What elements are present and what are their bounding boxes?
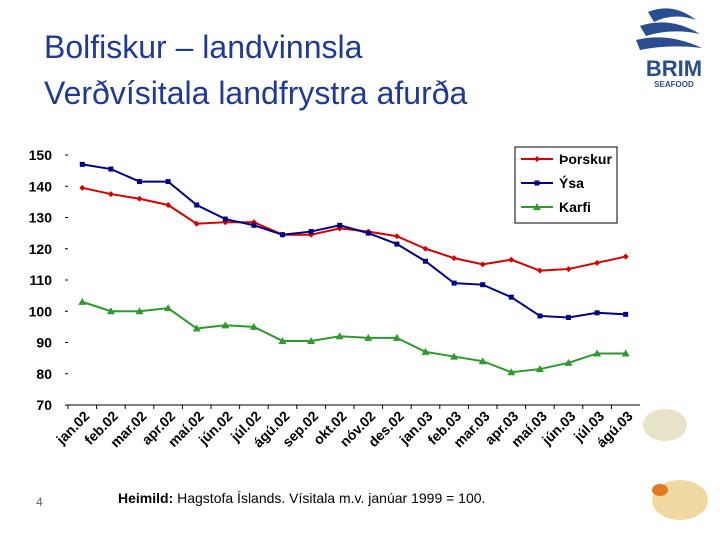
y-tick-label: 150 — [29, 147, 53, 163]
data-point — [622, 253, 629, 260]
data-point — [451, 280, 457, 286]
page-number: 4 — [36, 495, 43, 509]
title-line: Bolfiskur – landvinnsla — [44, 29, 363, 65]
data-point — [450, 352, 459, 360]
data-point — [222, 216, 228, 222]
legend-label: Ýsa — [559, 174, 584, 191]
data-point — [221, 321, 230, 329]
data-point — [78, 297, 87, 305]
data-point — [594, 259, 601, 266]
y-tick-label: 100 — [29, 303, 53, 319]
data-point — [192, 324, 201, 332]
data-point — [79, 184, 86, 191]
food-image — [643, 409, 687, 441]
series-line — [82, 163, 626, 319]
food-image — [652, 484, 668, 496]
data-point — [392, 333, 401, 341]
y-tick-label: 130 — [29, 210, 53, 226]
data-point — [251, 222, 257, 228]
legend-label: Þorskur — [559, 151, 612, 167]
data-point — [393, 233, 400, 240]
data-point — [537, 313, 543, 319]
data-point — [137, 179, 142, 185]
legend-box — [514, 146, 618, 224]
data-point — [536, 267, 543, 274]
data-point — [335, 332, 344, 340]
legend-marker — [534, 156, 540, 162]
y-tick-label: 110 — [29, 272, 52, 288]
data-point — [135, 307, 144, 315]
data-point — [565, 266, 572, 273]
data-point — [422, 245, 429, 252]
series-line — [81, 300, 626, 374]
data-point — [164, 304, 173, 312]
title-line: Verðvísitala landfrystra afurða — [44, 75, 468, 111]
logo-wave — [636, 37, 702, 50]
data-point — [593, 349, 602, 357]
data-point — [423, 258, 428, 264]
y-tick-label: 90 — [36, 335, 52, 351]
data-point — [194, 202, 200, 208]
legend-label: Karfi — [559, 199, 591, 215]
data-point — [165, 179, 171, 185]
data-point — [165, 202, 172, 208]
data-point — [106, 307, 115, 315]
legend-marker — [534, 180, 540, 186]
data-point — [480, 282, 486, 288]
data-point — [136, 195, 143, 202]
data-point — [394, 241, 400, 247]
logo-wave — [640, 22, 700, 36]
data-point — [479, 261, 486, 268]
logo: BRIM SEAFOOD — [636, 8, 702, 89]
data-point — [280, 232, 285, 238]
data-point — [107, 191, 114, 198]
data-point — [308, 229, 314, 235]
data-point — [594, 310, 600, 316]
data-point — [79, 161, 85, 167]
data-point — [365, 230, 371, 236]
data-point — [566, 315, 571, 320]
data-point — [108, 166, 114, 172]
data-point — [364, 333, 373, 341]
data-point — [307, 336, 316, 344]
y-tick-label: 140 — [29, 178, 53, 194]
data-point — [623, 311, 629, 317]
data-point — [621, 349, 630, 357]
data-point — [508, 294, 514, 300]
data-point — [421, 347, 430, 355]
food-images — [643, 409, 708, 520]
data-point — [478, 357, 487, 365]
source: Heimild: Hagstofa Íslands. Vísitala m.v.… — [118, 490, 485, 506]
y-tick-label: 70 — [36, 397, 52, 413]
data-point — [249, 322, 258, 330]
source-text: Hagstofa Íslands. Vísitala m.v. janúar 1… — [177, 490, 485, 506]
data-point — [451, 255, 458, 262]
logo-name: BRIM — [646, 56, 702, 81]
logo-wave — [648, 8, 696, 22]
logo-sub: SEAFOOD — [654, 80, 694, 89]
data-point — [337, 222, 343, 228]
y-tick-label: 120 — [29, 241, 53, 257]
data-point — [508, 256, 515, 263]
data-point — [535, 365, 544, 373]
data-point — [278, 336, 287, 344]
data-point — [507, 368, 516, 376]
source-label: Heimild: — [118, 490, 173, 506]
data-point — [564, 358, 573, 366]
legend-marker — [533, 203, 541, 210]
data-point — [193, 220, 200, 227]
y-tick-label: 80 — [36, 366, 52, 382]
